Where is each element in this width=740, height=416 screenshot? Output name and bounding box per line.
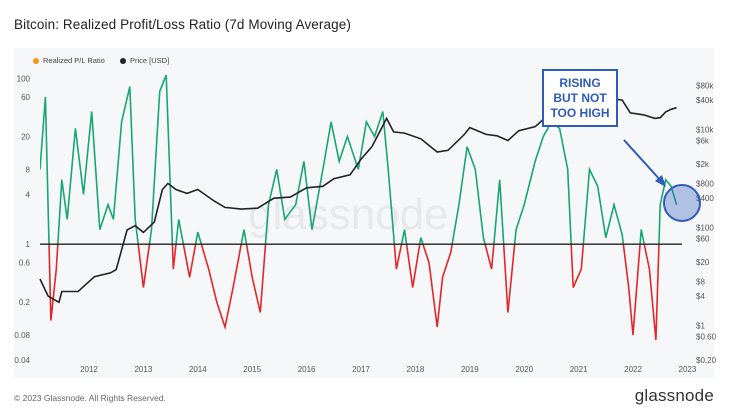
left-tick-label: 0.04 (14, 356, 30, 365)
right-tick-label: $100 (696, 224, 714, 233)
left-tick-label: 100 (17, 75, 31, 84)
legend-dot-black (120, 57, 126, 64)
x-tick-label: 2013 (134, 365, 152, 374)
x-tick-label: 2017 (352, 365, 370, 374)
left-tick-label: 4 (26, 190, 31, 199)
right-tick-label: $0.60 (696, 333, 717, 342)
x-tick-label: 2020 (515, 365, 533, 374)
x-tick-label: 2014 (189, 365, 207, 374)
right-tick-label: $40k (696, 96, 714, 105)
chart-title: Bitcoin: Realized Profit/Loss Ratio (7d … (14, 17, 351, 32)
x-tick-label: 2016 (298, 365, 316, 374)
right-tick-label: $80k (696, 81, 714, 90)
footer-copyright: © 2023 Glassnode. All Rights Reserved. (14, 393, 166, 403)
x-tick-label: 2012 (80, 365, 98, 374)
annotation-arrow-head (655, 175, 666, 187)
x-tick-label: 2015 (243, 365, 261, 374)
pl-ratio-profit-line (40, 74, 678, 245)
x-tick-label: 2021 (570, 365, 588, 374)
legend-label-pl-ratio: Realized P/L Ratio (43, 56, 105, 65)
annotation-line-3: TOO HIGH (550, 105, 610, 120)
x-tick-label: 2022 (624, 365, 642, 374)
right-tick-label: $20 (696, 258, 710, 267)
annotation-arrow-line (623, 139, 663, 183)
legend-label-price: Price [USD] (130, 56, 170, 65)
right-tick-label: $10k (696, 126, 714, 135)
footer-brand-logo: glassnode (634, 386, 714, 405)
legend-item-pl-ratio[interactable]: Realized P/L Ratio (33, 56, 105, 65)
left-tick-label: 0.08 (14, 331, 30, 340)
right-tick-label: $6k (696, 137, 710, 146)
right-tick-label: $2k (696, 160, 710, 169)
annotation-box: RISING BUT NOT TOO HIGH (542, 69, 618, 127)
left-tick-label: 20 (21, 132, 30, 141)
left-tick-label: 0.2 (19, 298, 31, 307)
x-tick-label: 2023 (679, 365, 697, 374)
x-tick-label: 2019 (461, 365, 479, 374)
left-tick-label: 1 (26, 240, 31, 249)
left-tick-label: 0.6 (19, 259, 31, 268)
right-tick-label: $800 (696, 179, 714, 188)
legend-item-price[interactable]: Price [USD] (120, 56, 169, 65)
x-tick-label: 2018 (407, 365, 425, 374)
right-tick-label: $1 (696, 322, 705, 331)
left-tick-label: 60 (21, 93, 30, 102)
right-tick-label: $400 (696, 194, 714, 203)
right-tick-label: $60 (696, 235, 710, 244)
annotation-highlight-circle (663, 184, 701, 222)
right-tick-label: $8 (696, 277, 705, 286)
annotation-line-2: BUT NOT (553, 90, 607, 105)
right-tick-label: $4 (696, 292, 705, 301)
left-tick-label: 8 (26, 165, 31, 174)
right-tick-label: $0.20 (696, 356, 717, 365)
annotation-line-1: RISING (559, 75, 601, 90)
legend-dot-orange (33, 57, 39, 64)
